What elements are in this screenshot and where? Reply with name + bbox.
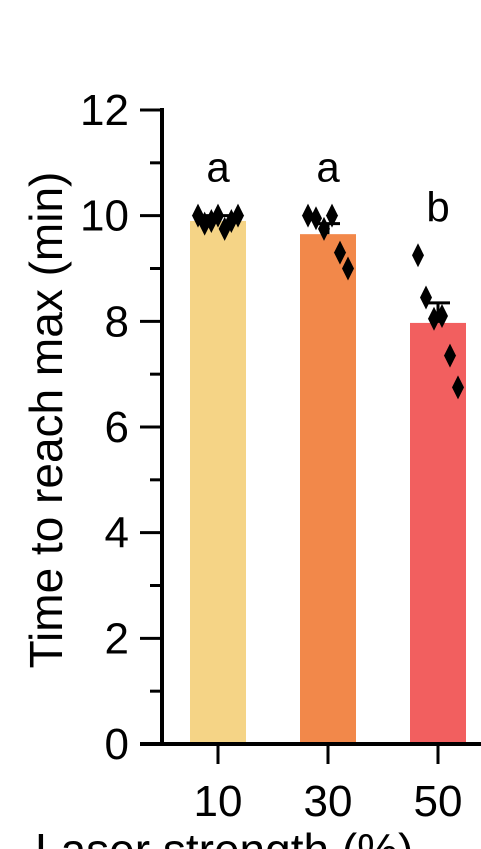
y-axis-title: Time to reach max (min) [20, 172, 72, 669]
data-point [334, 240, 346, 265]
y-axis: 0 2 4 6 8 10 12 [80, 86, 164, 769]
x-axis: 10 30 50 [140, 742, 481, 826]
bar [300, 234, 356, 745]
x-tick-label: 30 [304, 777, 353, 826]
data-point [310, 206, 322, 231]
bars [190, 220, 466, 745]
y-tick-label: 10 [80, 192, 129, 241]
significance-letters: a ab [206, 144, 449, 231]
x-tick-label: 10 [194, 777, 243, 826]
bar [190, 220, 246, 744]
data-point [342, 256, 354, 281]
y-tick-label: 6 [105, 403, 129, 452]
data-point [412, 243, 424, 268]
data-point [428, 306, 440, 331]
y-tick-label: 4 [105, 509, 129, 558]
y-tick-label: 0 [105, 720, 129, 769]
y-tick-label: 12 [80, 86, 129, 135]
data-point [420, 285, 432, 310]
data-point [436, 304, 448, 329]
y-tick-label: 8 [105, 297, 129, 346]
data-point [326, 203, 338, 228]
significance-letter: b [426, 183, 449, 230]
data-point [212, 203, 224, 228]
significance-letter: a [316, 144, 340, 191]
data-points [192, 203, 464, 400]
y-tick-label: 2 [105, 614, 129, 663]
x-tick-label: 50 [414, 777, 463, 826]
x-ticks: 10 30 50 [194, 744, 463, 826]
data-point [302, 203, 314, 228]
data-point [444, 343, 456, 368]
data-point [232, 203, 244, 228]
x-axis-title: Laser strength (%) [35, 824, 413, 849]
data-point [452, 375, 464, 400]
y-ticks: 0 2 4 6 8 10 12 [80, 86, 162, 769]
data-point [318, 216, 330, 241]
significance-letter: a [206, 144, 230, 191]
